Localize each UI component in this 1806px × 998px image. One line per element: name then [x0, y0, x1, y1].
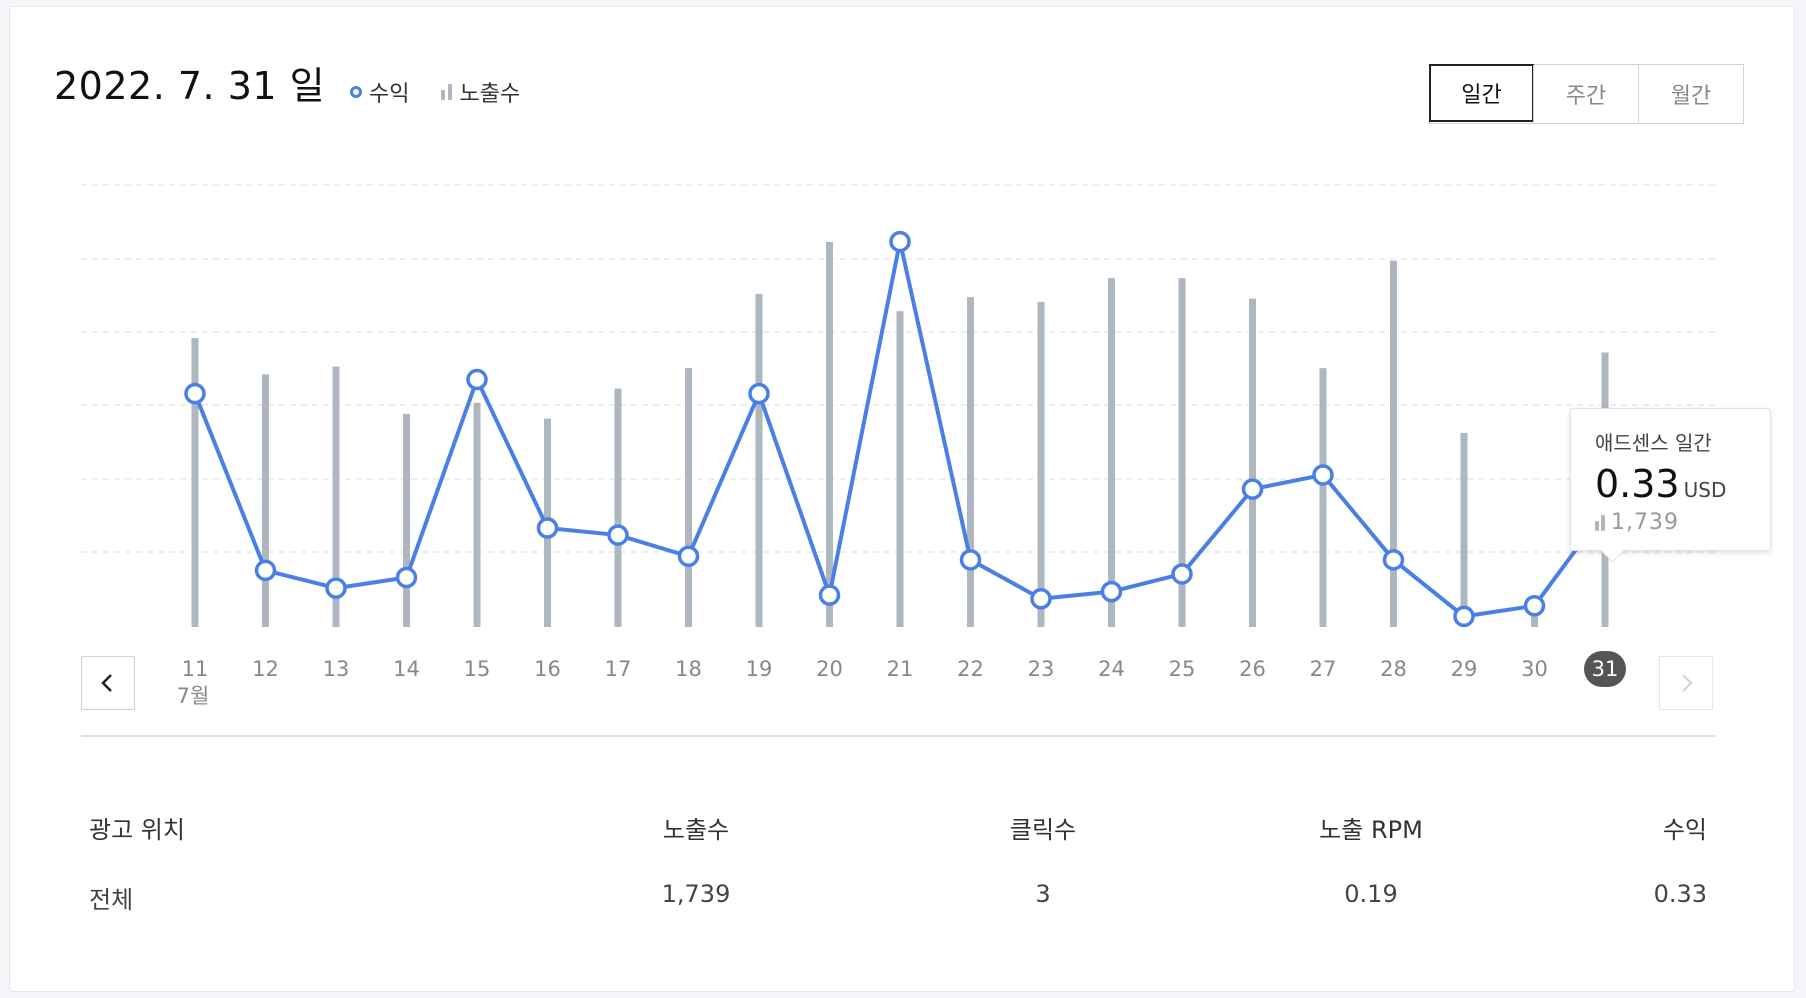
table-row: 전체 1,739 3 0.19 0.33: [81, 880, 1715, 950]
x-tick-label[interactable]: 11: [182, 657, 209, 681]
revenue-legend-marker-icon: [350, 86, 362, 98]
legend-impressions-label: 노출수: [459, 82, 521, 107]
revenue-point[interactable]: [959, 549, 982, 571]
x-tick-label[interactable]: 12: [252, 657, 279, 681]
revenue-point[interactable]: [184, 382, 206, 405]
tooltip-revenue-value: 0.33: [1595, 462, 1680, 506]
x-tick-label[interactable]: 21: [887, 657, 914, 681]
x-tick-label[interactable]: 29: [1451, 657, 1478, 681]
table-cell: 0.19: [1344, 880, 1398, 908]
next-period-button[interactable]: [1659, 656, 1713, 710]
chevron-left-icon: [101, 674, 112, 692]
revenue-point[interactable]: [1030, 587, 1052, 610]
period-tabs: 일간 주간 월간: [1429, 64, 1744, 124]
revenue-point[interactable]: [254, 559, 277, 582]
x-tick-label[interactable]: 13: [323, 657, 350, 681]
revenue-point[interactable]: [1312, 464, 1334, 486]
revenue-point[interactable]: [1523, 595, 1546, 617]
tooltip-revenue: 0.33 USD: [1595, 462, 1746, 506]
table-header-cell: 광고 위치: [89, 816, 185, 844]
x-tick-label[interactable]: 28: [1380, 657, 1407, 681]
tab-weekly[interactable]: 주간: [1533, 65, 1638, 123]
legend-revenue: 수익: [350, 76, 409, 108]
x-tick-label[interactable]: 15: [464, 657, 491, 681]
revenue-point[interactable]: [466, 368, 488, 391]
tooltip-impressions-value: 1,739: [1611, 510, 1679, 535]
table-header-cell: 노출수: [662, 816, 730, 844]
revenue-point[interactable]: [677, 545, 700, 568]
revenue-impressions-chart: 11 12 13 14 15 16 17 18 19 20 21 22 23 24 25 26 27 28 29 30…: [81, 184, 1715, 708]
selected-day-tooltip: 애드센스 일간 0.33 USD 1,739: [1570, 408, 1771, 563]
revenue-point[interactable]: [1241, 478, 1264, 500]
tooltip-impressions: 1,739: [1595, 510, 1746, 535]
selected-day-badge[interactable]: [1584, 651, 1626, 687]
revenue-point[interactable]: [1171, 563, 1193, 585]
tooltip-title: 애드센스 일간: [1595, 431, 1712, 455]
x-tick-label[interactable]: 31: [1592, 657, 1619, 681]
bar-chart-icon: [441, 84, 453, 100]
x-tick-label[interactable]: 14: [393, 657, 420, 681]
chevron-right-icon: [1682, 674, 1693, 692]
revenue-point[interactable]: [325, 577, 347, 599]
revenue-point[interactable]: [748, 382, 770, 405]
previous-period-button[interactable]: [81, 656, 135, 710]
x-tick-label[interactable]: 19: [746, 657, 773, 681]
tab-monthly[interactable]: 월간: [1638, 65, 1743, 123]
x-tick-label[interactable]: 24: [1098, 657, 1125, 681]
table-header-cell: 클릭수: [1009, 816, 1077, 844]
table-cell: 1,739: [661, 880, 731, 908]
x-tick-label[interactable]: 25: [1169, 657, 1196, 681]
legend-revenue-label: 수익: [369, 82, 410, 107]
revenue-point[interactable]: [889, 230, 911, 253]
x-tick-label[interactable]: 17: [605, 657, 632, 681]
table-cell: 전체: [89, 886, 134, 914]
section-divider: [81, 735, 1715, 737]
report-date-title: 2022. 7. 31 일: [54, 64, 326, 108]
x-tick-label[interactable]: 20: [816, 657, 843, 681]
x-tick-label[interactable]: 16: [534, 657, 561, 681]
table-cell: 0.33: [1653, 880, 1707, 908]
revenue-point[interactable]: [818, 584, 841, 606]
revenue-point[interactable]: [1100, 580, 1123, 603]
table-cell: 3: [1035, 880, 1051, 908]
x-tick-label[interactable]: 30: [1521, 657, 1548, 681]
month-axis-label: 7월: [177, 684, 210, 708]
revenue-point[interactable]: [607, 524, 629, 546]
table-header-cell: 노출 RPM: [1319, 816, 1423, 844]
table-header-row: 광고 위치 노출수 클릭수 노출 RPM 수익: [81, 810, 1715, 880]
x-tick-label[interactable]: 23: [1028, 657, 1055, 681]
legend-impressions: 노출수: [441, 76, 520, 108]
bar-chart-icon: [1595, 514, 1605, 531]
revenue-point[interactable]: [395, 566, 418, 589]
chart-legend: 수익 노출수: [350, 76, 542, 108]
revenue-point[interactable]: [1382, 549, 1405, 571]
table-header-cell: 수익: [1662, 816, 1707, 844]
ad-placement-table: 광고 위치 노출수 클릭수 노출 RPM 수익 전체 1,739 3 0.19 …: [81, 810, 1715, 950]
x-tick-label[interactable]: 18: [675, 657, 702, 681]
revenue-point[interactable]: [536, 517, 559, 539]
tooltip-revenue-unit: USD: [1683, 478, 1727, 502]
x-tick-label[interactable]: 22: [957, 657, 984, 681]
revenue-point[interactable]: [1453, 605, 1475, 628]
x-tick-label[interactable]: 27: [1310, 657, 1337, 681]
x-tick-label[interactable]: 26: [1239, 657, 1266, 681]
